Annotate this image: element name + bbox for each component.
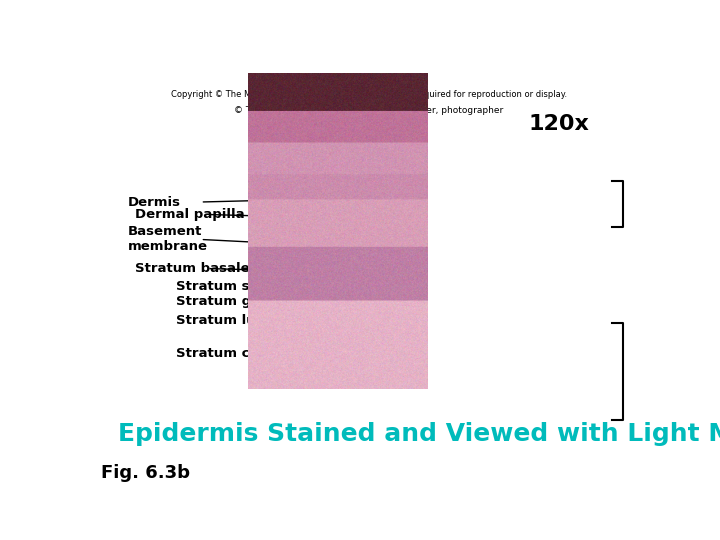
Text: Dermis: Dermis — [128, 195, 181, 208]
Text: Stratum lucidum: Stratum lucidum — [176, 314, 302, 327]
Text: Basement
membrane: Basement membrane — [128, 225, 208, 253]
Text: Copyright © The McGraw-Hill Companies, Inc. Permission required for reproduction: Copyright © The McGraw-Hill Companies, I… — [171, 90, 567, 99]
Text: Stratum corneum: Stratum corneum — [176, 347, 307, 360]
Text: 120x: 120x — [528, 114, 589, 134]
Text: Dermal papilla: Dermal papilla — [135, 208, 244, 221]
Text: Stratum spinosum: Stratum spinosum — [176, 280, 314, 293]
Text: Fig. 6.3b: Fig. 6.3b — [101, 464, 190, 482]
Text: © The McGraw-Hill Companies, Inc./Al Telser, photographer: © The McGraw-Hill Companies, Inc./Al Tel… — [235, 106, 503, 116]
Text: Stratum basale: Stratum basale — [135, 262, 249, 275]
Text: Epidermis Stained and Viewed with Light Microscope: Epidermis Stained and Viewed with Light … — [118, 422, 720, 447]
Text: Stratum granulosum: Stratum granulosum — [176, 295, 331, 308]
